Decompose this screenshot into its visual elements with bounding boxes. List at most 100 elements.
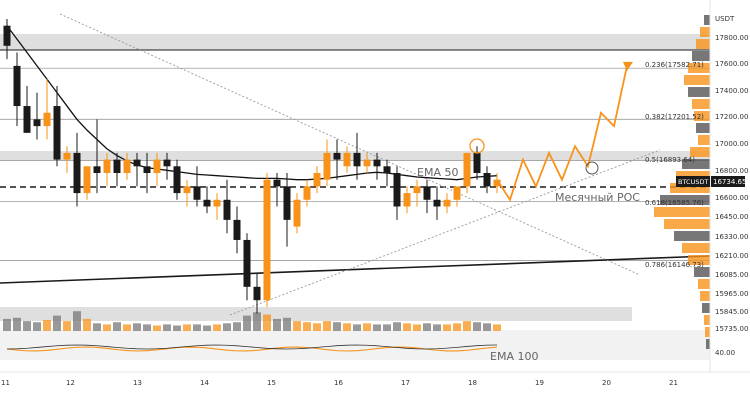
- y-tick: 17800.00: [715, 34, 748, 42]
- volume-bar: [383, 324, 391, 331]
- profile-bar: [674, 231, 710, 241]
- fib-label: 0.5(16893.64): [645, 156, 695, 164]
- y-tick: 15845.00: [715, 308, 748, 316]
- y-tick: 17400.00: [715, 87, 748, 95]
- fib-labels: 0.236(17582.71) 0.382(17201.52) 0.5(1689…: [645, 61, 704, 269]
- ema50-label: EMA 50: [417, 166, 458, 179]
- profile-bar: [692, 99, 710, 109]
- volume-bar: [213, 324, 221, 331]
- volume-bar: [393, 322, 401, 331]
- profile-bar: [704, 15, 710, 25]
- last-price-tag: 16734.65: [713, 178, 746, 186]
- volume-bar: [313, 323, 321, 331]
- candle-body: [363, 159, 371, 167]
- candle-body: [33, 119, 41, 127]
- candle-body: [383, 166, 391, 173]
- y-tick: 16085.00: [715, 271, 748, 279]
- candle-body: [493, 179, 501, 187]
- profile-bar: [664, 219, 710, 229]
- y-tick: 17200.00: [715, 113, 748, 121]
- profile-bar: [698, 279, 710, 289]
- volume-bar: [453, 323, 461, 331]
- x-tick: 19: [535, 379, 544, 387]
- profile-bar: [688, 87, 710, 97]
- profile-bar: [688, 255, 710, 265]
- candle-body: [463, 152, 471, 187]
- volume-bar: [293, 321, 301, 331]
- y-tick: 16800.00: [715, 167, 748, 175]
- candle-body: [313, 173, 321, 187]
- volume-bar: [113, 322, 121, 331]
- candle-body: [23, 106, 31, 133]
- candle-body: [123, 159, 131, 173]
- volume-bar: [343, 323, 351, 331]
- candle-body: [213, 199, 221, 207]
- candle-body: [63, 152, 71, 160]
- volume-bar: [333, 322, 341, 331]
- profile-bar: [692, 51, 710, 61]
- volume-bar: [183, 324, 191, 331]
- volume-bars: [3, 311, 501, 331]
- candle-body: [13, 65, 21, 107]
- volume-bar: [73, 311, 81, 331]
- profile-bar: [700, 291, 710, 301]
- profile-bar: [694, 111, 710, 121]
- candle-body: [3, 25, 11, 46]
- candle-body: [53, 106, 61, 160]
- support-band: [0, 307, 632, 321]
- volume-bar: [123, 324, 131, 331]
- profile-bar: [682, 159, 710, 169]
- oscillator-signal-line: [6, 344, 498, 350]
- profile-bar: [694, 267, 710, 277]
- candle-body: [393, 173, 401, 207]
- candle-body: [303, 186, 311, 200]
- x-tick: 14: [200, 379, 209, 387]
- highlight-circle: [469, 138, 485, 154]
- volume-bar: [433, 324, 441, 331]
- candle-body: [293, 199, 301, 227]
- fib-label: 0.786(16146.73): [645, 261, 704, 269]
- volume-bar: [43, 320, 51, 331]
- volume-bar: [233, 322, 241, 331]
- profile-bar: [660, 195, 710, 205]
- candle-body: [323, 152, 331, 180]
- volume-bar: [443, 324, 451, 331]
- candle-body: [103, 159, 111, 173]
- trend-lines: [0, 13, 711, 316]
- symbol-tag: BTCUSDT: [678, 178, 708, 186]
- candle-body: [443, 199, 451, 207]
- volume-bar: [263, 314, 271, 331]
- support-trend-line: [0, 255, 711, 284]
- price-axis: USDT 17800.00 17600.00 17400.00 17200.00…: [709, 0, 748, 372]
- oscillator-pane: [6, 344, 498, 352]
- candle-body: [423, 186, 431, 200]
- volume-bar: [373, 324, 381, 331]
- profile-bar: [704, 315, 710, 325]
- candle-body: [453, 186, 461, 200]
- volume-bar: [93, 323, 101, 331]
- volume-bar: [103, 324, 111, 331]
- volume-bar: [83, 318, 91, 331]
- volume-bar: [273, 318, 281, 331]
- osc-tick: 40.00: [715, 349, 735, 357]
- ascending-trend-line: [229, 149, 661, 316]
- volume-bar: [153, 325, 161, 331]
- time-axis: 11 12 13 14 15 16 17 18 19 20 21: [0, 371, 750, 387]
- volume-bar: [13, 317, 21, 331]
- x-tick: 17: [401, 379, 410, 387]
- volume-bar: [193, 324, 201, 331]
- volume-bar: [163, 324, 171, 331]
- candle-body: [233, 219, 241, 240]
- candle-body: [203, 199, 211, 207]
- x-tick: 11: [1, 379, 10, 387]
- volume-bar: [223, 323, 231, 331]
- volume-bar: [143, 324, 151, 331]
- x-tick: 12: [66, 379, 75, 387]
- volume-bar: [303, 322, 311, 331]
- candle-body: [343, 152, 351, 167]
- volume-bar: [493, 324, 501, 331]
- descending-trend-line: [59, 13, 641, 276]
- fibonacci-levels: [0, 49, 710, 261]
- volume-bar: [33, 322, 41, 331]
